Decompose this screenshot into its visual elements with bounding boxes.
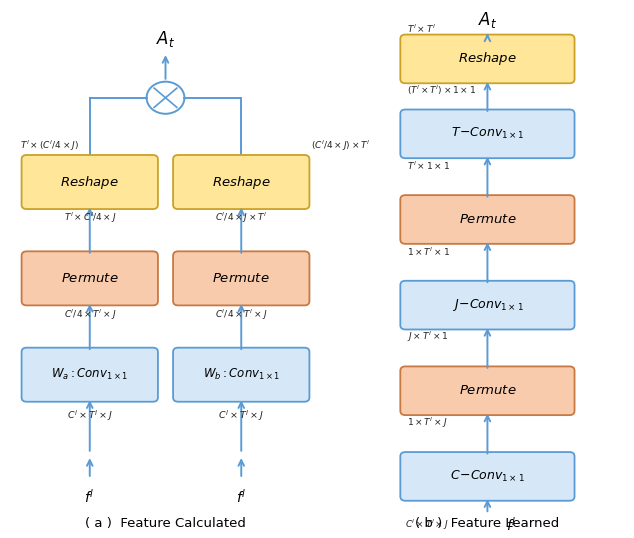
FancyBboxPatch shape — [400, 366, 574, 415]
FancyBboxPatch shape — [400, 281, 574, 329]
Text: $Permute$: $Permute$ — [212, 272, 270, 285]
Text: $J\!-\!Conv_{1\times1}$: $J\!-\!Conv_{1\times1}$ — [451, 297, 523, 313]
Text: ( a )  Feature Calculated: ( a ) Feature Calculated — [85, 516, 246, 530]
Text: $f^l$: $f^l$ — [507, 516, 517, 534]
FancyBboxPatch shape — [400, 34, 574, 83]
Text: $T^l \times T^l$: $T^l \times T^l$ — [406, 23, 436, 36]
Text: $(C^l / 4 \times J) \times T^l$: $(C^l / 4 \times J) \times T^l$ — [311, 139, 370, 153]
Text: $A_t$: $A_t$ — [156, 29, 175, 49]
Text: $f^l$: $f^l$ — [84, 487, 95, 505]
Text: $(T^l \times T^l) \times 1 \times 1$: $(T^l \times T^l) \times 1 \times 1$ — [406, 84, 476, 97]
Text: $Reshape$: $Reshape$ — [458, 51, 517, 67]
Text: $T^l \times (C^l / 4 \times J)$: $T^l \times (C^l / 4 \times J)$ — [20, 139, 79, 153]
Text: $C^l \times T^l \times J$: $C^l \times T^l \times J$ — [67, 409, 113, 423]
Text: $Permute$: $Permute$ — [458, 384, 516, 397]
FancyBboxPatch shape — [400, 195, 574, 244]
Text: $T^l \times 1 \times 1$: $T^l \times 1 \times 1$ — [406, 159, 450, 172]
Text: $Reshape$: $Reshape$ — [212, 174, 271, 190]
Text: $J \times T^l \times 1$: $J \times T^l \times 1$ — [406, 330, 448, 344]
Text: $Permute$: $Permute$ — [458, 213, 516, 226]
FancyBboxPatch shape — [173, 348, 309, 402]
Text: $T^l \times C^l / 4 \times J$: $T^l \times C^l / 4 \times J$ — [63, 211, 116, 225]
Text: $Reshape$: $Reshape$ — [60, 174, 119, 190]
FancyBboxPatch shape — [173, 251, 309, 306]
FancyBboxPatch shape — [173, 155, 309, 209]
Text: $W_a : Conv_{1\times1}$: $W_a : Conv_{1\times1}$ — [51, 367, 128, 383]
Text: $1 \times T^l \times 1$: $1 \times T^l \times 1$ — [406, 245, 450, 258]
Text: $C^l / 4 \times T^l \times J$: $C^l / 4 \times T^l \times J$ — [63, 307, 116, 322]
Text: $C^l \times T^l \times J$: $C^l \times T^l \times J$ — [405, 518, 449, 532]
Text: $A_t$: $A_t$ — [478, 10, 497, 30]
Text: $1 \times T^l \times J$: $1 \times T^l \times J$ — [406, 415, 447, 430]
FancyBboxPatch shape — [22, 251, 158, 306]
Text: $T\!-\!Conv_{1\times1}$: $T\!-\!Conv_{1\times1}$ — [451, 126, 524, 141]
Text: $C^l / 4 \times T^l \times J$: $C^l / 4 \times T^l \times J$ — [215, 307, 268, 322]
FancyBboxPatch shape — [22, 348, 158, 402]
FancyBboxPatch shape — [400, 110, 574, 158]
Text: ( b )  Feature Learned: ( b ) Feature Learned — [415, 516, 560, 530]
Text: $W_b : Conv_{1\times1}$: $W_b : Conv_{1\times1}$ — [203, 367, 280, 383]
Text: $C^l / 4 \times J \times T^l$: $C^l / 4 \times J \times T^l$ — [215, 211, 268, 225]
Text: $C\!-\!Conv_{1\times1}$: $C\!-\!Conv_{1\times1}$ — [450, 469, 525, 484]
Text: $f^l$: $f^l$ — [236, 487, 247, 505]
Text: $C^l \times T^l \times J$: $C^l \times T^l \times J$ — [218, 409, 264, 423]
FancyBboxPatch shape — [400, 452, 574, 501]
Text: $Permute$: $Permute$ — [61, 272, 119, 285]
FancyBboxPatch shape — [22, 155, 158, 209]
